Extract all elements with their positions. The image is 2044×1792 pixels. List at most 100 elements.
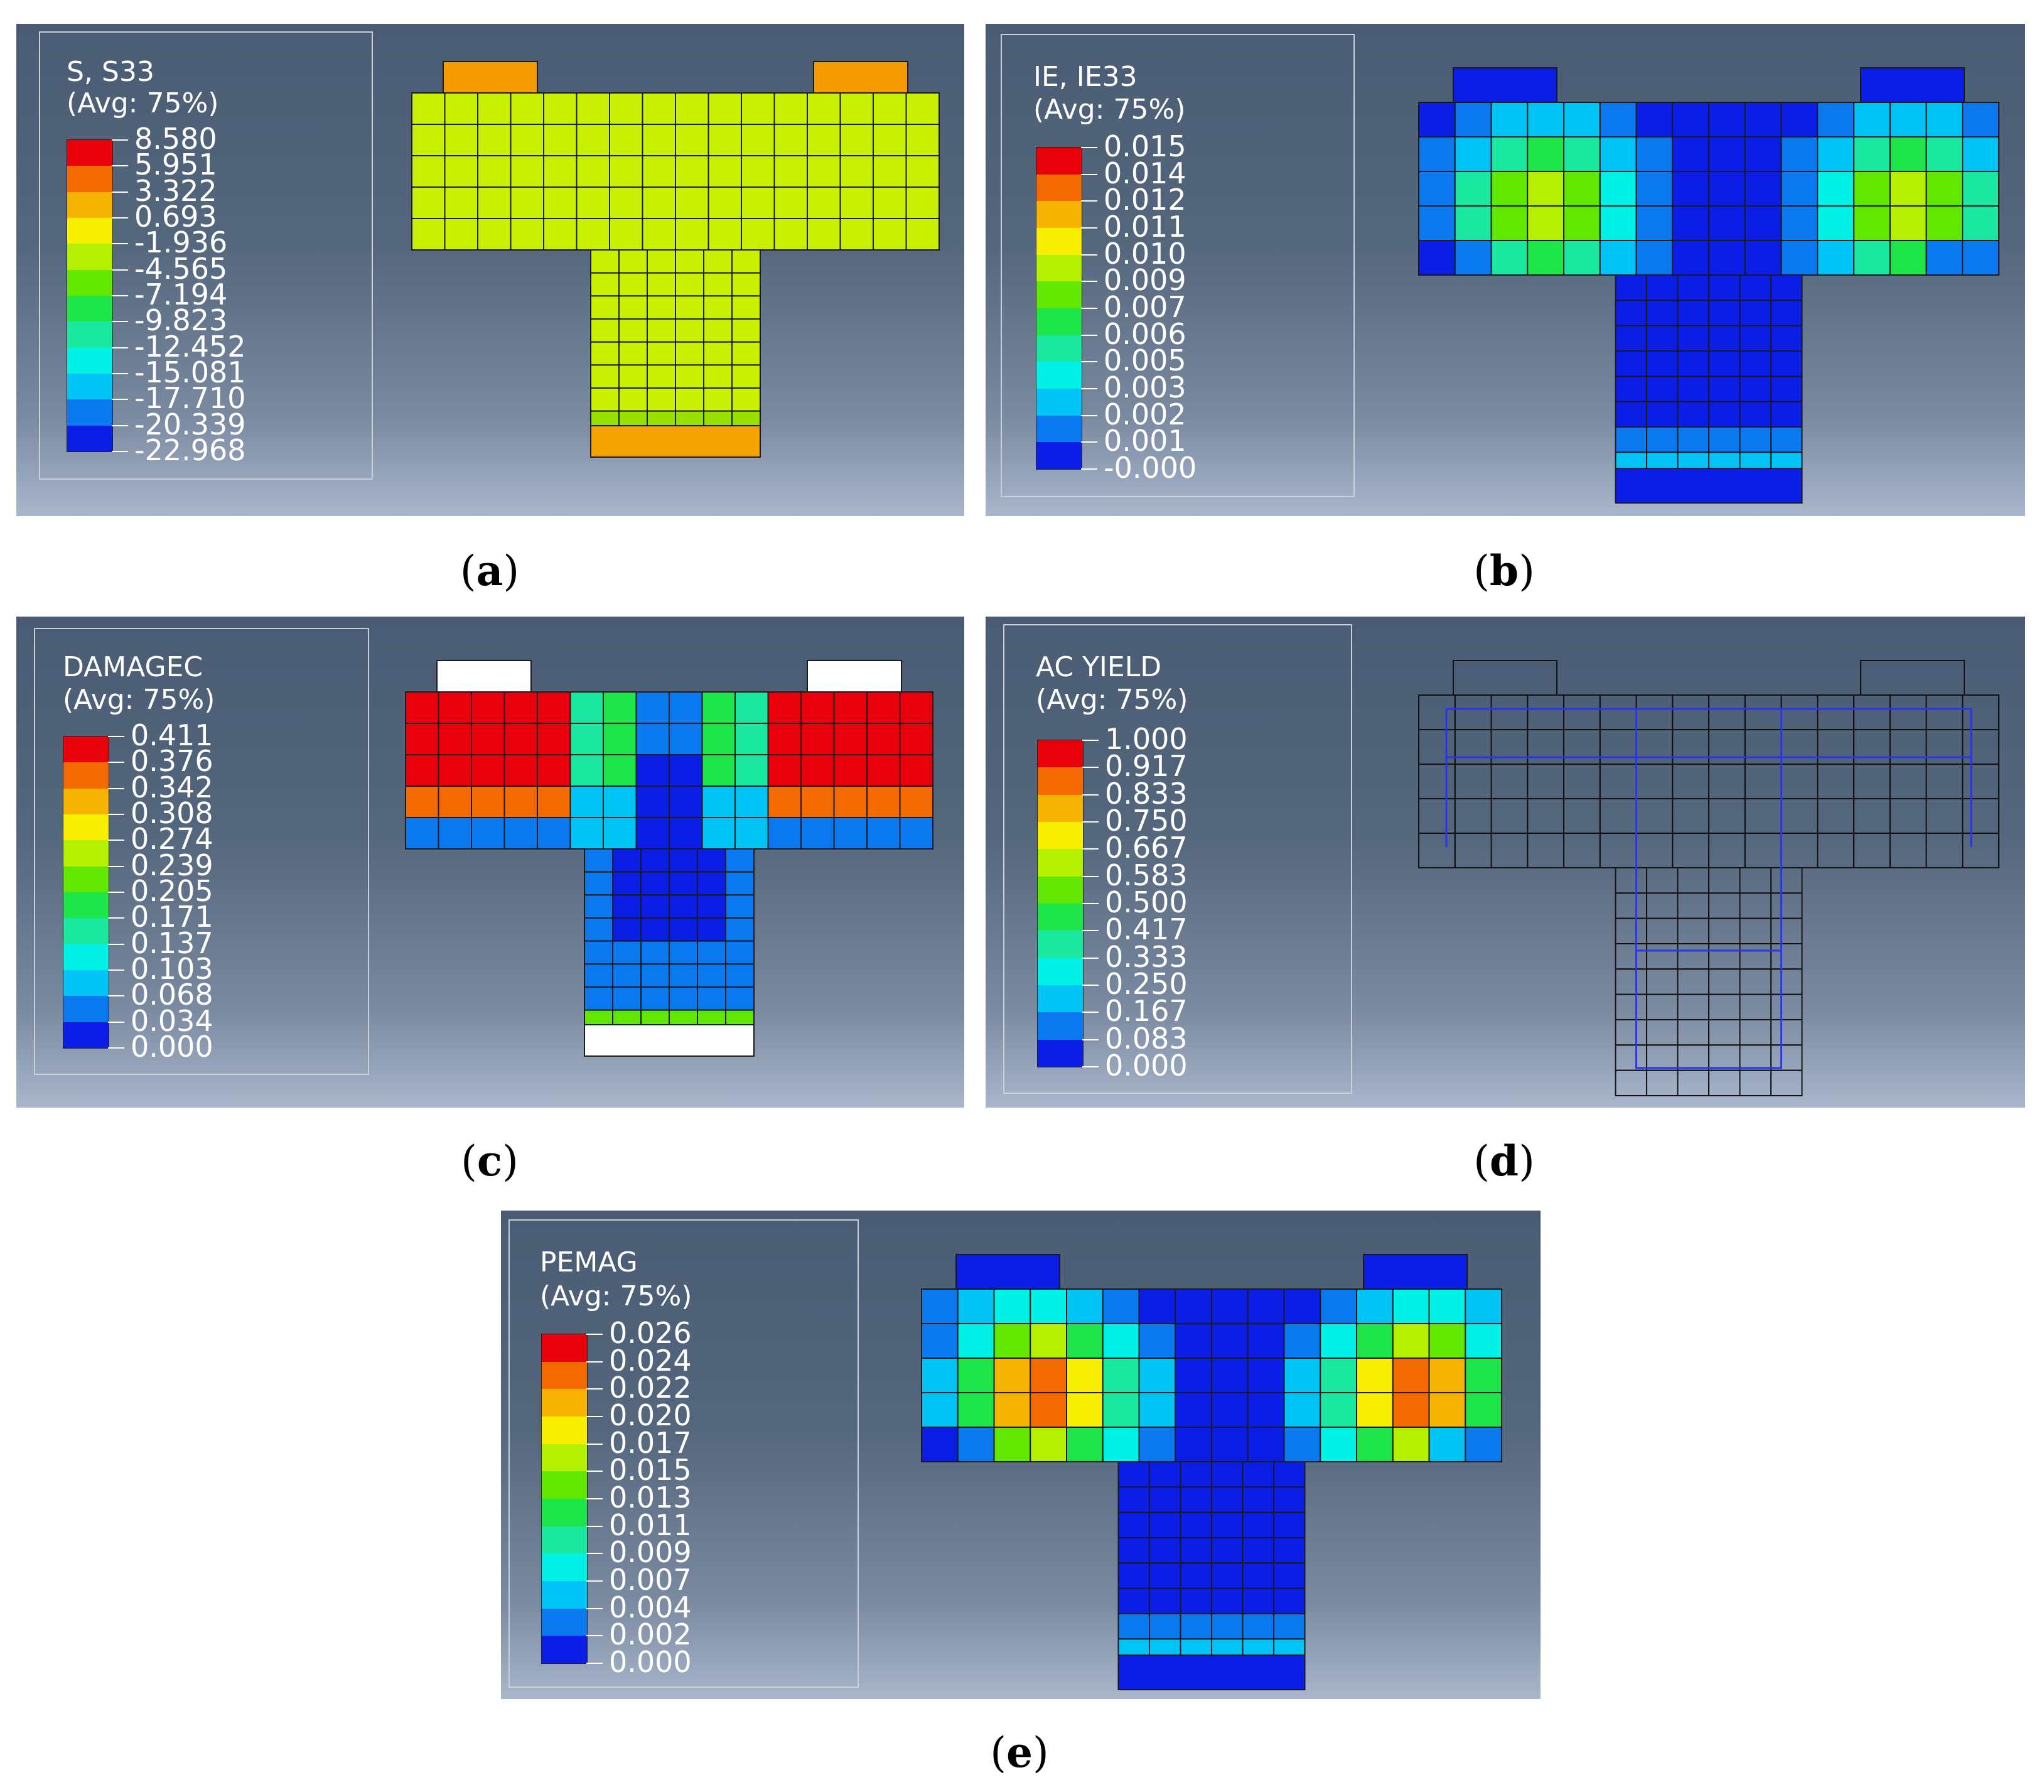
mesh-element	[697, 848, 726, 873]
mesh-element	[1180, 1511, 1212, 1538]
legend-color-segment	[542, 1389, 587, 1417]
legend-box	[1003, 624, 1352, 1094]
legend-color-segment	[1038, 767, 1083, 795]
mesh-element	[1780, 798, 1819, 834]
mesh-element	[609, 186, 643, 219]
mesh-element	[1599, 240, 1637, 276]
legend-color-segment	[67, 269, 112, 296]
legend-color-segment	[1036, 362, 1082, 389]
mesh-element	[725, 871, 755, 896]
mesh-element	[1817, 729, 1854, 765]
mesh-element	[697, 917, 726, 942]
legend-tick	[586, 1416, 603, 1417]
legend-tick	[1082, 767, 1099, 769]
loading-plate	[955, 1254, 1060, 1290]
mesh-element	[1102, 1323, 1140, 1359]
mesh-element	[411, 92, 446, 125]
mesh-element	[1817, 240, 1854, 276]
mesh-element	[1780, 171, 1819, 207]
mesh-element	[1117, 1613, 1150, 1640]
legend-tick-label: 0.693	[134, 200, 217, 234]
mesh-element	[697, 871, 726, 896]
legend-tick-label: 5.951	[134, 148, 217, 182]
loading-plate	[1453, 67, 1557, 103]
legend-color-segment	[1036, 174, 1082, 202]
mesh-element	[1962, 764, 1999, 799]
mesh-element	[741, 218, 775, 251]
mesh-element	[1392, 1323, 1430, 1359]
legend-color-segment	[67, 347, 112, 374]
mesh-element	[569, 817, 604, 850]
mesh-element	[1428, 1392, 1466, 1428]
mesh-element	[640, 940, 670, 965]
mesh-element	[1853, 102, 1891, 138]
mesh-element	[1962, 240, 1999, 276]
mesh-element	[444, 218, 478, 251]
mesh-element	[807, 218, 841, 251]
legend-tick-label: 0.917	[1105, 749, 1188, 784]
mesh-element	[773, 155, 808, 188]
mesh-element	[584, 940, 613, 965]
mesh-element	[833, 817, 868, 850]
mesh-element	[584, 871, 613, 896]
mesh-element	[701, 785, 736, 818]
mesh-element	[1780, 205, 1819, 241]
mesh-element	[1242, 1562, 1274, 1589]
mesh-element	[1283, 1357, 1321, 1393]
legend-color-segment	[1036, 335, 1082, 362]
mesh-element	[1635, 694, 1674, 730]
mesh-element	[1672, 798, 1709, 834]
legend-tick	[108, 736, 124, 737]
mesh-element	[647, 272, 676, 297]
mesh-element	[1646, 993, 1679, 1021]
legend-tick-label: 0.411	[131, 718, 213, 752]
mesh-element	[773, 186, 808, 219]
mesh-element	[1454, 240, 1492, 276]
mesh-element	[669, 723, 703, 755]
mesh-element	[833, 691, 868, 724]
legend-tick-label: 1.000	[1105, 722, 1188, 756]
legend-tick-label: -12.452	[134, 329, 246, 364]
mesh-element	[576, 155, 610, 188]
legend-tick	[112, 191, 128, 193]
mesh-element	[1646, 892, 1679, 919]
mesh-element	[1149, 1562, 1181, 1589]
legend-tick-label: 3.322	[134, 173, 217, 208]
legend-tick-label: 0.009	[1104, 263, 1186, 298]
mesh-element	[569, 691, 604, 724]
legend-tick-label: -20.339	[134, 407, 246, 441]
mesh-element	[1211, 1427, 1249, 1462]
mesh-element	[1646, 401, 1679, 428]
mesh-element	[543, 186, 578, 219]
mesh-element	[477, 186, 512, 219]
mesh-element	[1708, 1069, 1741, 1097]
mesh-element	[1490, 694, 1529, 730]
mesh-element	[1708, 102, 1746, 138]
mesh-element	[1527, 136, 1564, 172]
color-legend-bar	[1037, 740, 1084, 1067]
mesh-element	[1615, 943, 1647, 970]
mesh-element	[767, 754, 802, 787]
mesh-element	[1770, 300, 1803, 327]
color-legend-bar	[541, 1334, 588, 1664]
mesh-element	[1273, 1461, 1306, 1488]
mesh-element	[1211, 1486, 1244, 1513]
legend-color-segment	[1038, 821, 1083, 850]
mesh-element	[1392, 1392, 1430, 1428]
mesh-element	[1646, 300, 1679, 327]
mesh-element	[1708, 993, 1741, 1021]
mesh-element	[1780, 833, 1819, 868]
mesh-element	[584, 986, 613, 1011]
mesh-element	[1646, 867, 1679, 894]
mesh-element	[921, 1392, 959, 1428]
mesh-element	[701, 817, 736, 850]
mesh-element	[1066, 1427, 1104, 1462]
legend-tick-label: 0.026	[609, 1316, 692, 1350]
mesh-element	[1744, 102, 1782, 138]
legend-tick	[108, 762, 124, 764]
legend-color-segment	[1038, 985, 1083, 1013]
mesh-element	[1211, 1511, 1244, 1538]
mesh-element	[543, 92, 578, 125]
legend-box	[39, 31, 373, 480]
legend-tick-label: 0.250	[1105, 967, 1188, 1001]
